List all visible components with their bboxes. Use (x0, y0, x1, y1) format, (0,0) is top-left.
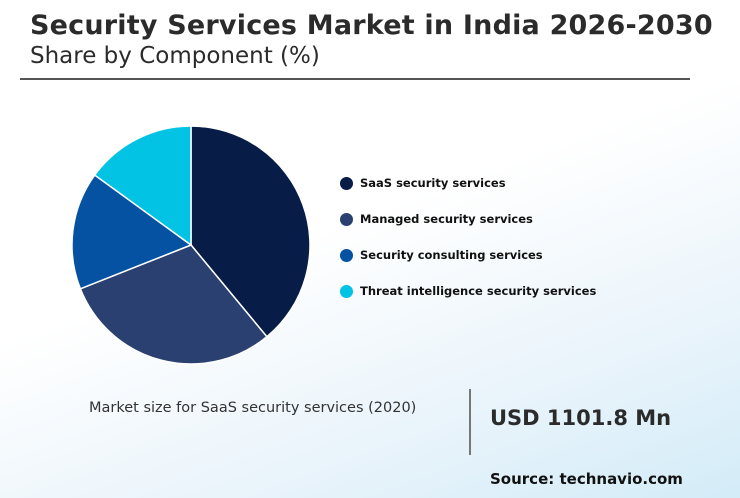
chart-title: Security Services Market in India 2026-2… (30, 10, 713, 41)
header-divider (20, 78, 690, 80)
pie-slice-managed-security-services (79, 244, 268, 365)
legend-swatch (340, 176, 353, 190)
pie-slice-threat-intelligence-security-services (93, 125, 192, 247)
market-size-label: Market size for SaaS security services (… (89, 400, 417, 416)
source-credit: Source: technavio.com (490, 470, 683, 488)
market-size-value: USD 1101.8 Mn (490, 406, 672, 430)
legend-item: Managed security services (340, 210, 596, 228)
pie-slice-saas-security-services (190, 125, 311, 338)
pie-chart (71, 125, 311, 365)
legend-item: Security consulting services (340, 246, 596, 264)
legend-swatch (340, 248, 353, 262)
legend-item: SaaS security services (340, 174, 596, 192)
pie-slice-security-consulting-services (71, 174, 193, 290)
legend-label: Threat intelligence security services (360, 284, 597, 298)
legend-swatch (340, 284, 353, 298)
legend-label: Managed security services (360, 212, 533, 226)
legend-label: SaaS security services (360, 176, 506, 190)
legend-label: Security consulting services (360, 248, 543, 262)
market-size-divider (469, 389, 471, 455)
legend-item: Threat intelligence security services (340, 282, 596, 300)
chart-legend: SaaS security services Managed security s… (340, 174, 596, 318)
chart-subtitle: Share by Component (%) (30, 43, 320, 69)
legend-swatch (340, 212, 353, 226)
